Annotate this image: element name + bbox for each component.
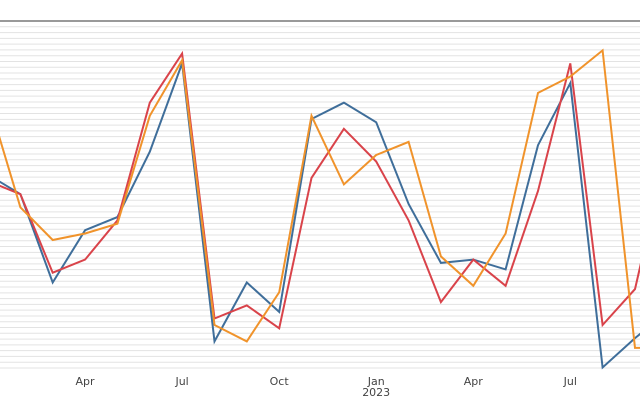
x-tick-year-label: 2023	[362, 386, 390, 399]
series-line-2	[0, 50, 640, 330]
x-tick-label: Jan	[367, 375, 385, 388]
series-line-3	[0, 48, 640, 349]
x-tick-label: Oct	[270, 375, 290, 388]
x-tick-label: Apr	[76, 375, 96, 388]
series-line-1	[0, 63, 640, 370]
x-tick-label: Apr	[464, 375, 484, 388]
x-tick-label: Jul	[174, 375, 188, 388]
x-axis-ticks: AprJulOctJan2023AprJulOct	[76, 375, 577, 399]
x-tick-label: Jul	[563, 375, 577, 388]
gridlines	[0, 20, 640, 369]
series-lines	[0, 48, 640, 370]
